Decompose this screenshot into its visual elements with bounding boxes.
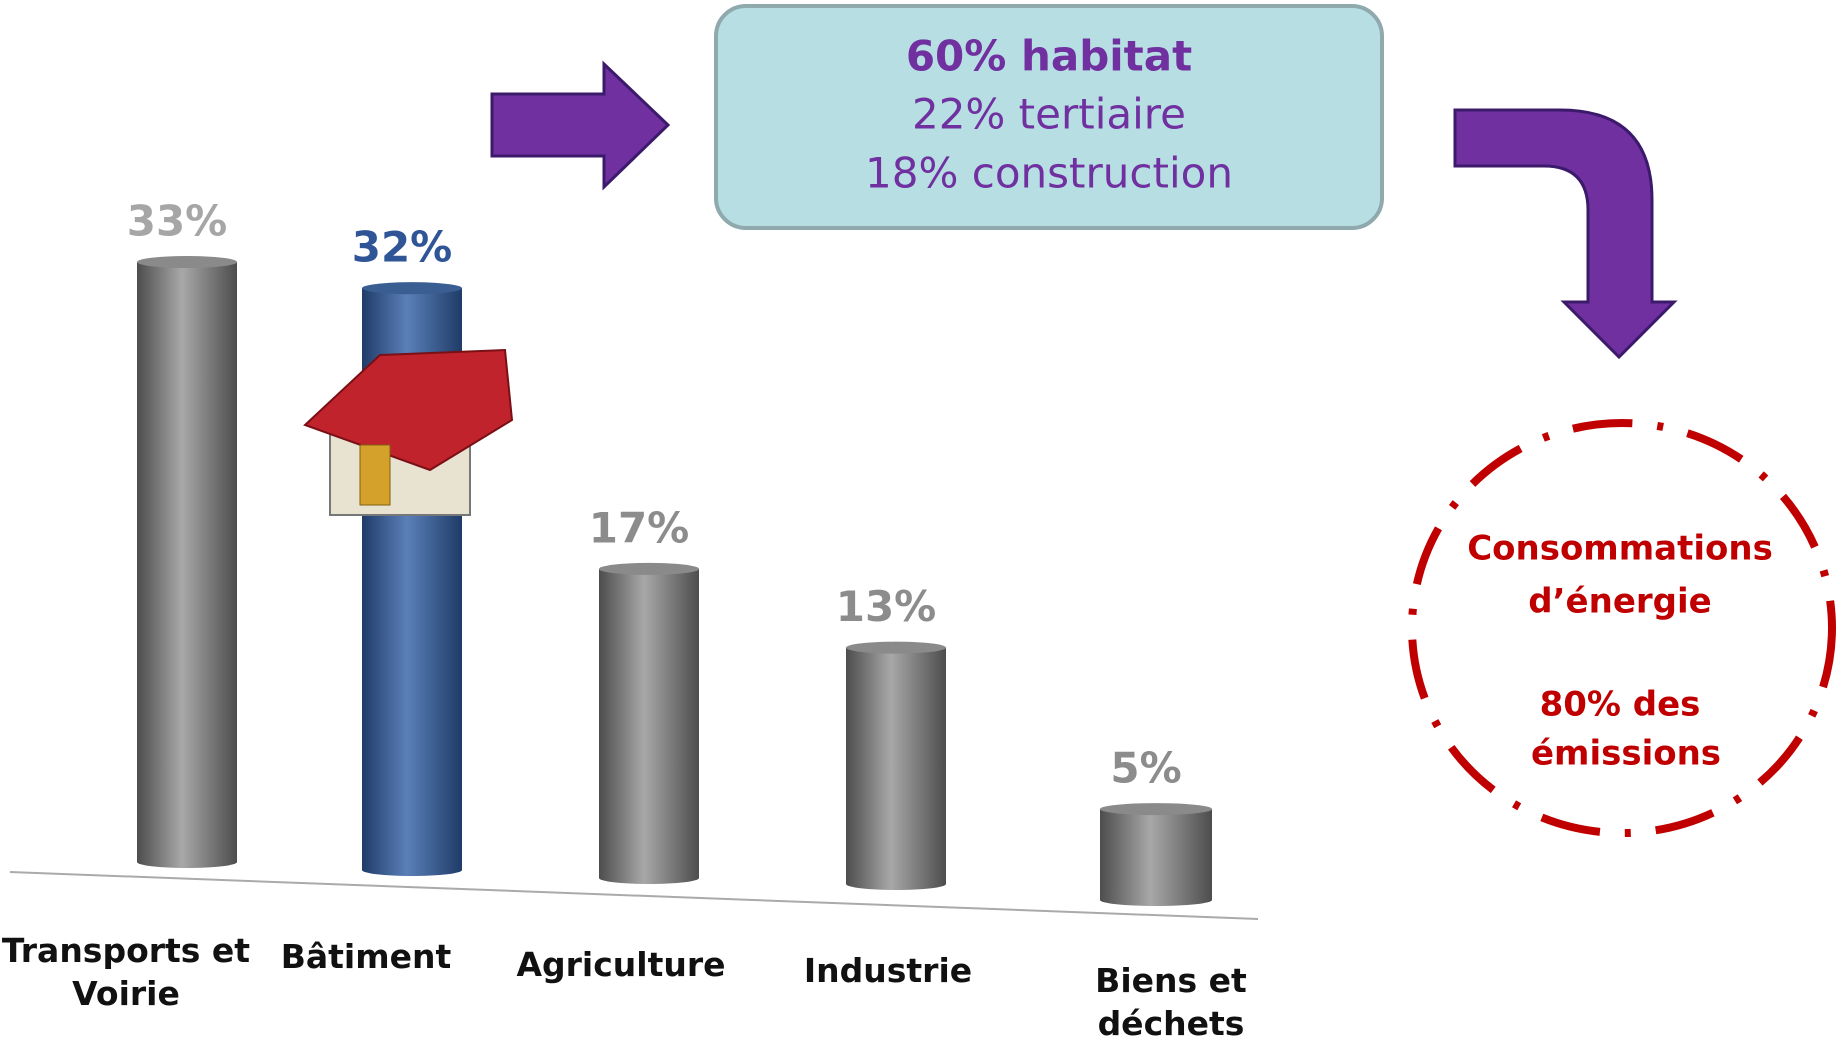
bar-bottom (362, 864, 462, 876)
bar-bottom (137, 856, 237, 868)
callout-circle (1408, 419, 1836, 837)
category-label: Bâtiment (280, 937, 452, 976)
value-label: 33% (127, 197, 228, 246)
bar-bottom (1100, 894, 1212, 906)
callout-line: d’énergie (1528, 582, 1711, 622)
breakdown-line: 18% construction (865, 149, 1233, 198)
bar-top (137, 256, 237, 268)
category-label: Agriculture (516, 945, 726, 984)
bar-top (599, 562, 699, 575)
breakdown-box (714, 4, 1384, 230)
value-label: 13% (836, 582, 937, 631)
bar (137, 262, 237, 862)
breakdown-line: 22% tertiaire (912, 90, 1186, 139)
breakdown-line: 60% habitat (906, 32, 1192, 81)
house-door (359, 444, 391, 506)
bar-bottom (846, 878, 946, 890)
value-label: 5% (1110, 744, 1181, 793)
callout-line: 80% des (1540, 685, 1701, 725)
category-label: Biens et déchets (1095, 961, 1247, 1043)
baseline (9, 871, 1259, 920)
value-label: 32% (352, 223, 453, 272)
bar-bottom (599, 872, 699, 884)
bar-top (1100, 803, 1212, 816)
category-label: Industrie (803, 951, 973, 990)
bar-top (846, 641, 946, 654)
bar (846, 647, 946, 884)
house-roof (303, 348, 514, 472)
category-label: Transports et Voirie (1, 931, 251, 1013)
callout-line: émissions (1531, 734, 1721, 774)
bar-top (362, 282, 462, 295)
value-label: 17% (589, 503, 690, 552)
arrow (490, 60, 671, 191)
bar (1100, 809, 1212, 900)
curved-arrow (1453, 108, 1678, 360)
callout-line: Consommations (1467, 529, 1773, 569)
bar (599, 568, 699, 878)
